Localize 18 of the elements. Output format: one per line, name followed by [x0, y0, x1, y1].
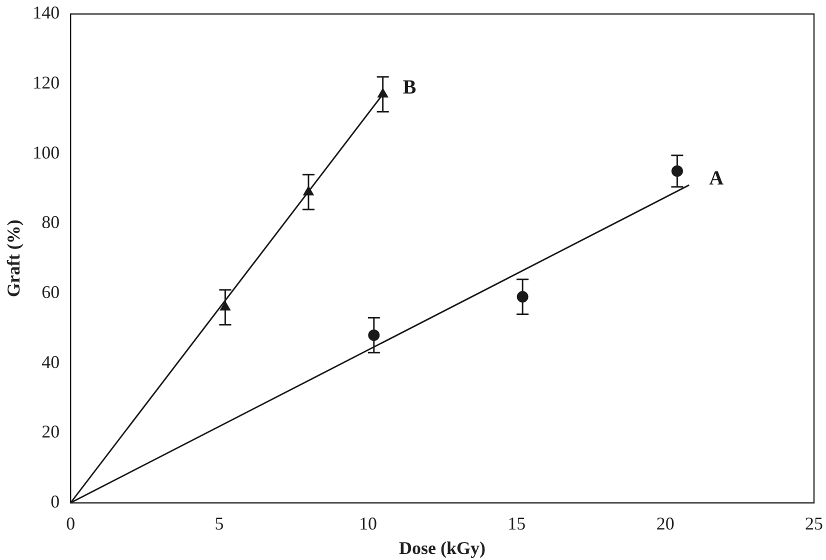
- x-tick-label: 20: [656, 513, 674, 534]
- series-label: B: [402, 76, 416, 98]
- x-axis-title: Dose (kGy): [399, 538, 486, 558]
- y-tick-label: 100: [32, 142, 60, 162]
- y-tick-label: 20: [42, 422, 60, 442]
- x-tick-label: 5: [214, 513, 224, 534]
- y-tick-label: 140: [32, 2, 60, 23]
- y-tick-label: 0: [50, 492, 60, 512]
- x-tick-label: 0: [66, 513, 76, 534]
- x-tick-label: 15: [508, 513, 526, 534]
- y-tick-label: 120: [32, 72, 60, 93]
- y-axis-title: Graft (%): [3, 220, 24, 298]
- x-tick-label: 10: [358, 513, 377, 534]
- x-tick-label: 25: [805, 513, 823, 534]
- y-tick-label: 80: [42, 212, 60, 232]
- y-tick-label: 40: [42, 352, 60, 372]
- series-label: A: [709, 167, 724, 190]
- y-tick-label: 60: [42, 282, 60, 302]
